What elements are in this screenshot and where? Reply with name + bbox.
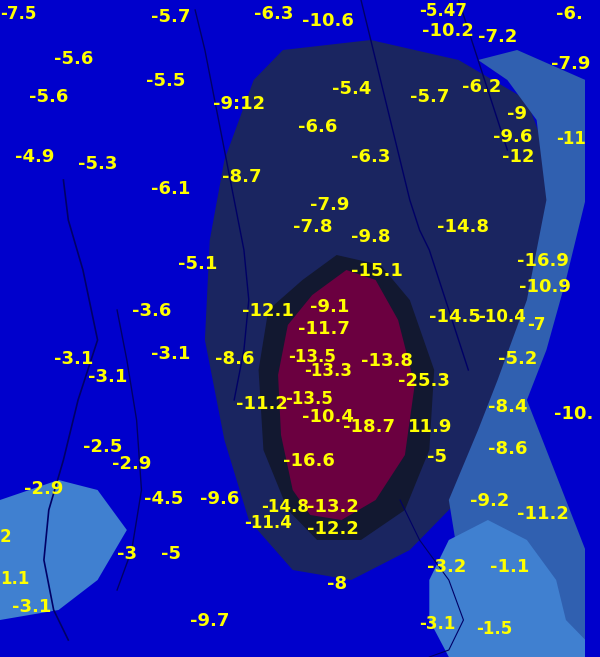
Text: -7.2: -7.2 <box>478 28 517 46</box>
Text: -8.6: -8.6 <box>488 440 527 458</box>
Polygon shape <box>449 50 586 657</box>
Text: -5.3: -5.3 <box>78 155 118 173</box>
Text: -6.1: -6.1 <box>151 180 191 198</box>
Text: 2: 2 <box>0 528 11 546</box>
Text: -6.6: -6.6 <box>298 118 337 136</box>
Text: -5.2: -5.2 <box>497 350 537 368</box>
Text: -5.7: -5.7 <box>410 88 449 106</box>
Text: -7.8: -7.8 <box>293 218 332 236</box>
Text: -10.4: -10.4 <box>302 408 355 426</box>
Text: -3.2: -3.2 <box>427 558 467 576</box>
Text: -3.6: -3.6 <box>132 302 171 320</box>
Text: -15.1: -15.1 <box>351 262 403 280</box>
Text: -8: -8 <box>327 575 347 593</box>
Text: -13.3: -13.3 <box>304 362 352 380</box>
Text: -8.7: -8.7 <box>223 168 262 186</box>
Text: 1.1: 1.1 <box>0 570 29 588</box>
Text: -12: -12 <box>502 148 535 166</box>
Text: -18.7: -18.7 <box>343 418 395 436</box>
Text: -3.1: -3.1 <box>419 615 456 633</box>
Text: -11.4: -11.4 <box>244 514 292 532</box>
Text: -3.1: -3.1 <box>151 345 191 363</box>
Text: -9.1: -9.1 <box>310 298 350 316</box>
Text: -10.4: -10.4 <box>478 308 526 326</box>
Text: -10.: -10. <box>554 405 593 423</box>
Text: -7.5: -7.5 <box>0 5 37 23</box>
Text: -7.9: -7.9 <box>310 196 350 214</box>
Text: -3.1: -3.1 <box>12 598 51 616</box>
Text: -13.5: -13.5 <box>285 390 333 408</box>
Text: -8.6: -8.6 <box>215 350 254 368</box>
Text: -9.6: -9.6 <box>200 490 239 508</box>
Text: -13.5: -13.5 <box>288 348 336 366</box>
Text: -11: -11 <box>556 130 586 148</box>
Text: -9.6: -9.6 <box>493 128 532 146</box>
Text: -25.3: -25.3 <box>398 372 450 390</box>
Text: -14.8: -14.8 <box>262 498 310 516</box>
Text: -12.1: -12.1 <box>242 302 294 320</box>
Text: -3: -3 <box>117 545 137 563</box>
Text: -2.9: -2.9 <box>112 455 152 473</box>
Text: -5.7: -5.7 <box>151 8 191 26</box>
Text: -6.2: -6.2 <box>461 78 501 96</box>
Text: -5.6: -5.6 <box>53 50 93 68</box>
Text: -13.8: -13.8 <box>361 352 413 370</box>
Text: -4.9: -4.9 <box>14 148 54 166</box>
Polygon shape <box>278 270 415 520</box>
Text: -5.47: -5.47 <box>419 2 467 20</box>
Text: -2.5: -2.5 <box>83 438 122 456</box>
Text: -9.7: -9.7 <box>190 612 230 630</box>
Text: -4.5: -4.5 <box>145 490 184 508</box>
Text: -5.6: -5.6 <box>29 88 68 106</box>
Text: -14.8: -14.8 <box>437 218 489 236</box>
Text: -6.: -6. <box>556 5 583 23</box>
Text: -1.5: -1.5 <box>476 620 512 638</box>
Polygon shape <box>205 40 556 580</box>
Polygon shape <box>430 520 586 657</box>
Text: -9:12: -9:12 <box>213 95 265 113</box>
Text: -10.6: -10.6 <box>302 12 355 30</box>
Text: -9: -9 <box>508 105 527 123</box>
Text: -5.1: -5.1 <box>178 255 217 273</box>
Text: -10.9: -10.9 <box>519 278 571 296</box>
Text: -16.9: -16.9 <box>517 252 569 270</box>
Text: -16.6: -16.6 <box>283 452 335 470</box>
Text: -5.5: -5.5 <box>146 72 186 90</box>
Text: -3.1: -3.1 <box>53 350 93 368</box>
Text: -12.2: -12.2 <box>307 520 359 538</box>
Text: -14.5: -14.5 <box>430 308 481 326</box>
Text: -5: -5 <box>161 545 181 563</box>
Text: -2.9: -2.9 <box>25 480 64 498</box>
Text: -9.2: -9.2 <box>470 492 509 510</box>
Text: -7: -7 <box>527 316 545 334</box>
Polygon shape <box>259 255 434 540</box>
Text: -8.4: -8.4 <box>488 398 527 416</box>
Text: -6.3: -6.3 <box>351 148 391 166</box>
Text: -7.9: -7.9 <box>551 55 590 73</box>
Text: -6.3: -6.3 <box>254 5 293 23</box>
Text: 11.9: 11.9 <box>408 418 452 436</box>
Text: -5.4: -5.4 <box>332 80 371 98</box>
Text: -3.1: -3.1 <box>88 368 127 386</box>
Text: -11.2: -11.2 <box>236 395 288 413</box>
Text: -5: -5 <box>427 448 448 466</box>
Text: -11.2: -11.2 <box>517 505 569 523</box>
Polygon shape <box>0 480 127 620</box>
Text: -10.2: -10.2 <box>422 22 473 40</box>
Text: -13.2: -13.2 <box>307 498 359 516</box>
Text: -1.1: -1.1 <box>490 558 529 576</box>
Text: -11.7: -11.7 <box>298 320 349 338</box>
Text: -9.8: -9.8 <box>351 228 391 246</box>
